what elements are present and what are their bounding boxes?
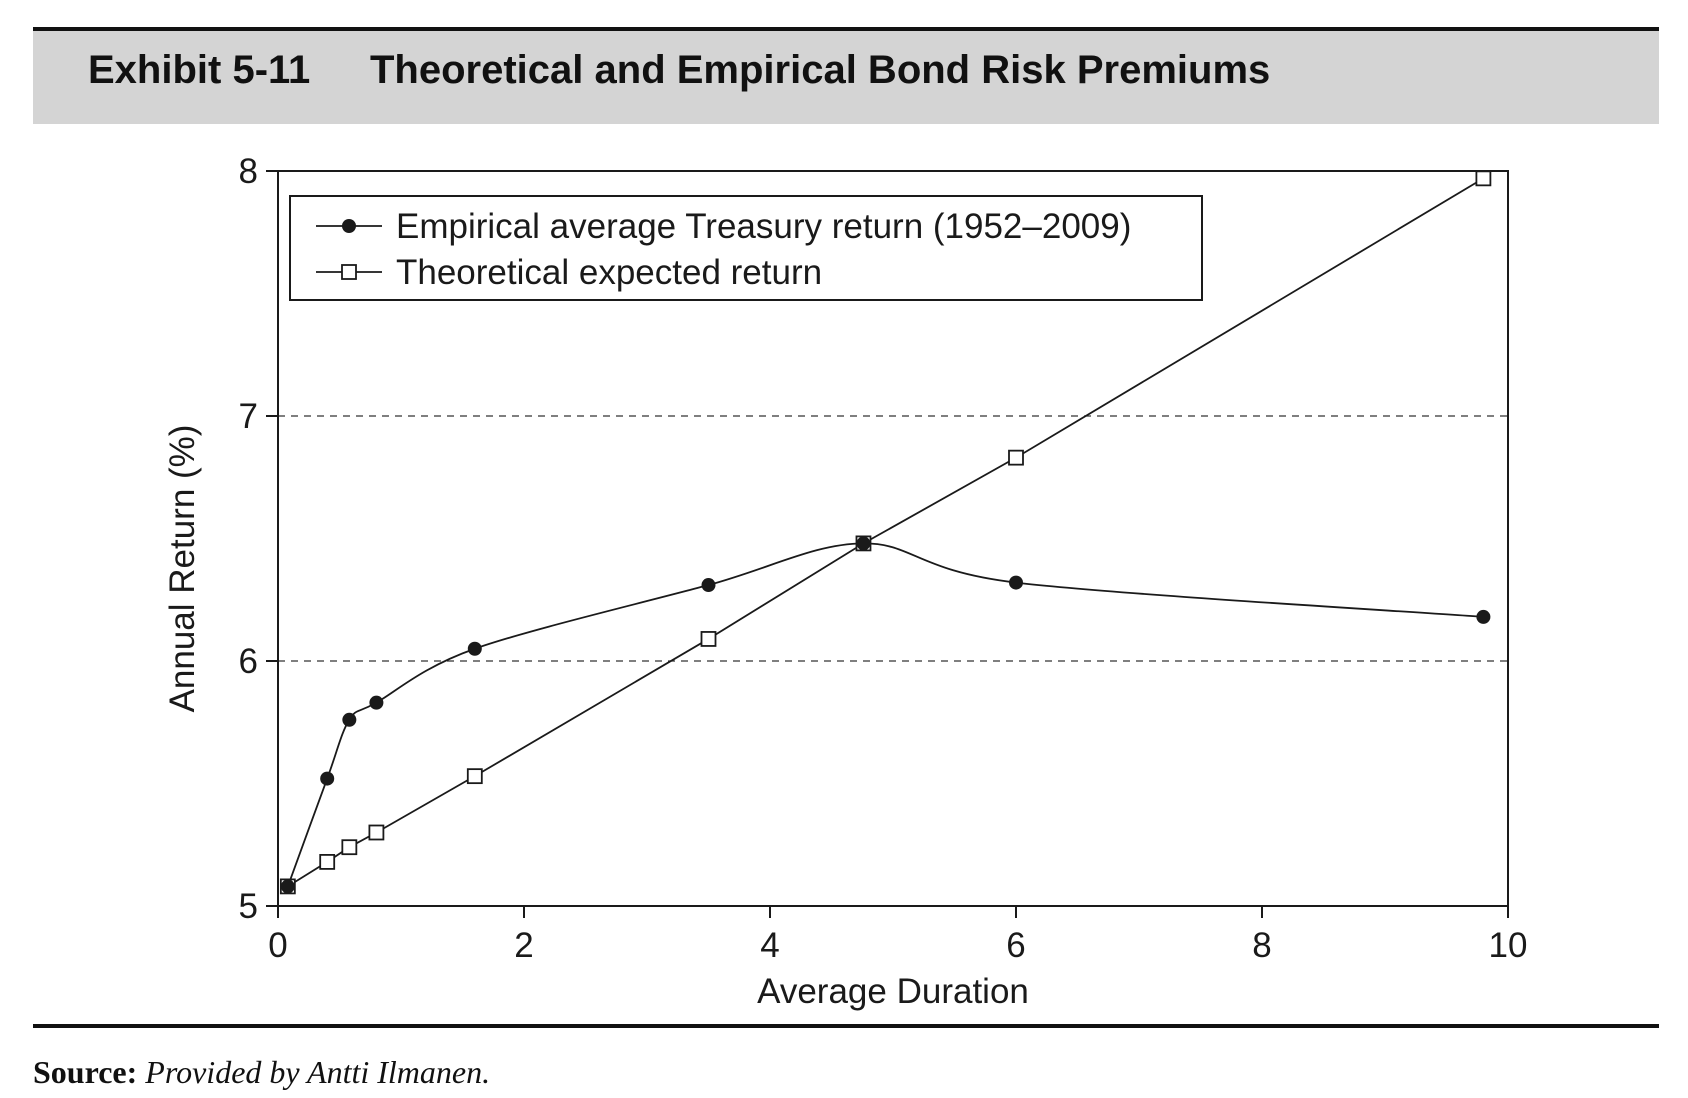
legend-box	[289, 195, 1203, 301]
data-point-theoretical-4	[466, 768, 483, 785]
x-axis-title: Average Duration	[757, 972, 1029, 1011]
source-label: Source:	[33, 1054, 138, 1090]
data-point-theoretical-1	[319, 854, 336, 870]
x-tick-label: 2	[514, 926, 533, 965]
y-tick-label: 8	[239, 152, 258, 191]
source-text: Provided by Antti Ilmanen.	[145, 1054, 491, 1090]
bond-risk-premium-chart: 0 2 4 6 8 10 5 6 7 8 Average Duration Annual Return…	[163, 152, 1528, 1011]
x-tick-label: 6	[1006, 926, 1025, 965]
bottom-rule	[33, 1024, 1659, 1028]
y-tick-label: 7	[239, 397, 258, 436]
data-point-empirical-7	[1009, 575, 1023, 590]
data-point-theoretical-5	[700, 631, 717, 647]
data-point-theoretical-2	[341, 839, 358, 856]
source-note: Source: Provided by Antti Ilmanen.	[33, 1054, 490, 1091]
legend-label: Theoretical expected return	[396, 253, 822, 292]
x-tick-label: 8	[1252, 926, 1271, 965]
exhibit-number: Exhibit 5-11	[88, 48, 311, 92]
series-line-empirical	[286, 542, 1484, 887]
data-point-theoretical-8	[1475, 170, 1492, 187]
x-tick-label: 4	[760, 926, 779, 965]
data-point-empirical-4	[467, 641, 482, 656]
legend-label: Empirical average Treasury return (1952–…	[396, 207, 1131, 246]
exhibit-header	[33, 31, 1659, 124]
data-point-theoretical-3	[368, 824, 385, 841]
plot-frame	[277, 170, 1509, 907]
data-point-empirical-6	[856, 536, 871, 551]
data-point-empirical-3	[369, 695, 384, 710]
data-point-empirical-5	[701, 578, 716, 593]
exhibit-title: Theoretical and Empirical Bond Risk Prem…	[370, 48, 1271, 92]
top-rule	[33, 27, 1659, 31]
x-tick-label: 0	[268, 926, 287, 965]
y-tick-label: 5	[239, 887, 258, 926]
data-point-empirical-8	[1476, 609, 1491, 624]
data-point-empirical-2	[342, 712, 357, 727]
y-axis-title: Annual Return (%)	[163, 425, 202, 713]
x-tick-label: 10	[1489, 926, 1528, 965]
data-point-empirical-1	[320, 771, 335, 786]
legend-marker	[341, 264, 357, 280]
data-point-empirical-0	[280, 879, 295, 894]
data-point-theoretical-7	[1008, 449, 1024, 466]
legend-marker	[342, 219, 356, 233]
y-tick-label: 6	[239, 642, 258, 681]
